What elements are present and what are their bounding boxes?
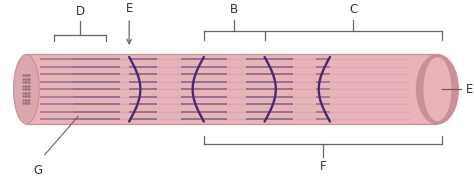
Text: D: D [75,5,85,18]
Text: E: E [465,83,473,96]
Text: F: F [319,160,326,173]
Text: B: B [230,3,238,16]
Bar [27,54,438,124]
Ellipse shape [14,54,39,124]
Text: C: C [349,3,357,16]
Ellipse shape [423,57,451,121]
Text: E: E [126,2,133,15]
Text: G: G [34,164,43,177]
Ellipse shape [416,54,458,124]
